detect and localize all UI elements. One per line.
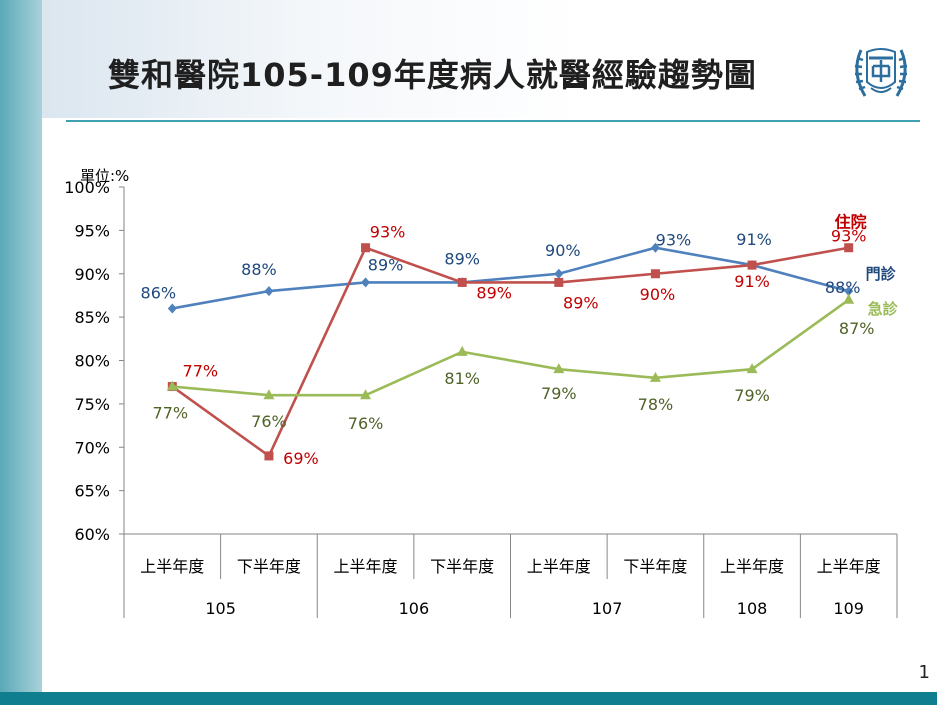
inpatient-point <box>264 451 274 461</box>
outpatient-data-label: 88% <box>241 260 277 279</box>
emergency-point <box>843 293 855 304</box>
y-tick-label: 70% <box>74 438 110 457</box>
emergency-point <box>649 371 661 382</box>
inpatient-point <box>844 243 854 253</box>
outpatient-data-label: 91% <box>736 230 772 249</box>
y-tick-label: 90% <box>74 265 110 284</box>
outpatient-data-label: 93% <box>656 231 692 250</box>
outpatient-data-label: 89% <box>444 249 480 268</box>
emergency-legend-label: 急診 <box>868 300 899 318</box>
emergency-point <box>263 389 275 400</box>
x-group-label: 108 <box>737 599 768 618</box>
hospital-logo-icon <box>854 48 908 97</box>
outpatient-data-label: 86% <box>141 283 177 302</box>
y-tick-label: 75% <box>74 395 110 414</box>
y-tick-label: 60% <box>74 525 110 544</box>
x-tick-label: 上半年度 <box>817 557 881 576</box>
emergency-data-label: 79% <box>734 386 770 405</box>
emergency-data-label: 87% <box>839 319 875 338</box>
inpatient-point <box>457 277 467 287</box>
x-group-label: 106 <box>399 599 430 618</box>
outpatient-point <box>554 268 564 279</box>
outpatient-data-label: 88% <box>825 278 861 297</box>
emergency-data-label: 77% <box>153 404 189 423</box>
page-number: 1 <box>918 662 930 683</box>
title-background <box>42 0 937 118</box>
outpatient-point <box>167 303 177 314</box>
emergency-data-label: 79% <box>541 384 577 403</box>
emergency-point <box>746 363 758 374</box>
inpatient-data-label: 89% <box>476 283 512 302</box>
x-group-label: 107 <box>592 599 623 618</box>
outpatient-point <box>264 286 274 297</box>
inpatient-data-label: 91% <box>734 272 770 291</box>
inpatient-data-label: 90% <box>640 285 676 304</box>
x-group-label: 109 <box>833 599 864 618</box>
y-tick-label: 80% <box>74 352 110 371</box>
emergency-data-label: 81% <box>444 369 480 388</box>
slide-title: 雙和醫院105-109年度病人就醫經驗趨勢圖 <box>108 56 757 94</box>
title-divider <box>66 120 920 122</box>
x-tick-label: 下半年度 <box>623 557 687 576</box>
y-tick-label: 65% <box>74 482 110 501</box>
emergency-data-label: 76% <box>348 414 384 433</box>
x-tick-label: 上半年度 <box>140 557 204 576</box>
outpatient-data-label: 89% <box>368 255 404 274</box>
inpatient-data-label: 93% <box>370 223 406 242</box>
bottom-accent-bar <box>0 692 937 705</box>
outpatient-series-line <box>172 246 850 310</box>
inpatient-point <box>747 260 757 270</box>
x-group-label: 105 <box>205 599 236 618</box>
y-tick-label: 100% <box>64 178 110 197</box>
inpatient-data-label: 93% <box>831 227 867 246</box>
emergency-series-line <box>172 298 850 397</box>
inpatient-data-label: 69% <box>283 449 319 468</box>
y-tick-label: 95% <box>74 221 110 240</box>
outpatient-point <box>650 242 660 253</box>
outpatient-point <box>361 277 371 288</box>
y-tick-label: 85% <box>74 308 110 327</box>
outpatient-data-label: 90% <box>545 241 581 260</box>
outpatient-legend-label: 門診 <box>866 265 897 283</box>
unit-label: 單位:% <box>80 167 129 185</box>
inpatient-point <box>554 277 564 287</box>
x-tick-label: 下半年度 <box>430 557 494 576</box>
emergency-point <box>553 363 565 374</box>
emergency-point <box>456 345 468 356</box>
inpatient-point <box>650 269 660 279</box>
inpatient-data-label: 89% <box>563 293 599 312</box>
emergency-point <box>166 380 178 391</box>
x-tick-label: 下半年度 <box>237 557 301 576</box>
emergency-point <box>360 389 372 400</box>
emergency-data-label: 78% <box>638 395 674 414</box>
x-tick-label: 上半年度 <box>334 557 398 576</box>
inpatient-legend-label: 住院 <box>835 213 867 232</box>
left-accent-bar <box>0 0 42 692</box>
outpatient-point <box>844 286 854 297</box>
emergency-data-label: 76% <box>251 412 287 431</box>
x-tick-label: 上半年度 <box>720 557 784 576</box>
inpatient-series-line <box>171 246 849 458</box>
inpatient-point <box>361 243 371 253</box>
inpatient-data-label: 77% <box>183 362 219 381</box>
x-tick-label: 上半年度 <box>527 557 591 576</box>
